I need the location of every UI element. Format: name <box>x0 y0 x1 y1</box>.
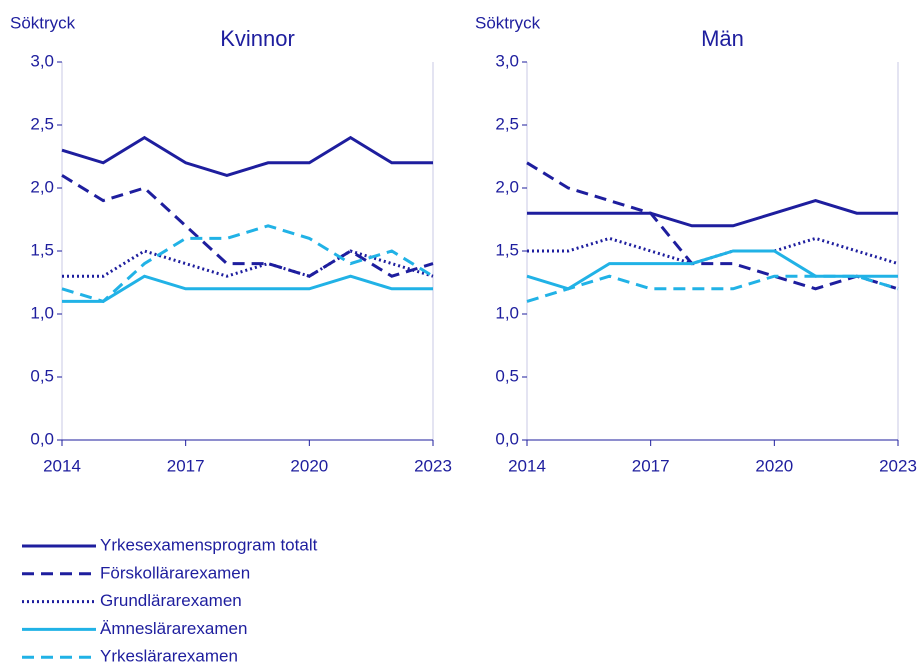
series-line <box>62 274 433 303</box>
y-tick-label: 1,5 <box>495 240 519 259</box>
y-axis-label: Söktryck <box>10 13 76 32</box>
y-tick-label: 0,5 <box>495 366 519 385</box>
y-tick-label: 2,5 <box>495 114 519 133</box>
legend-label: Grundlärarexamen <box>100 591 242 610</box>
x-tick-label: 2020 <box>755 456 793 475</box>
chart-title: Kvinnor <box>220 26 295 51</box>
series-line <box>526 161 899 291</box>
y-tick-label: 0,5 <box>30 366 54 385</box>
y-tick-label: 1,0 <box>495 303 519 322</box>
legend-label: Ämneslärarexamen <box>100 619 247 638</box>
series-line <box>61 135 433 177</box>
y-tick-label: 2,5 <box>30 114 54 133</box>
y-tick-label: 0,0 <box>495 429 519 448</box>
legend-label: Yrkeslärarexamen <box>100 647 238 665</box>
series-line <box>526 249 898 291</box>
series-line <box>61 174 434 278</box>
series-line <box>527 199 898 228</box>
x-tick-label: 2014 <box>43 456 81 475</box>
series-line <box>526 274 899 303</box>
y-tick-label: 2,0 <box>30 177 54 196</box>
x-tick-label: 2020 <box>290 456 328 475</box>
y-tick-label: 0,0 <box>30 429 54 448</box>
y-tick-label: 3,0 <box>495 51 519 70</box>
x-tick-label: 2023 <box>414 456 452 475</box>
chart-title: Män <box>701 26 744 51</box>
x-tick-label: 2017 <box>632 456 670 475</box>
legend-label: Yrkesexamensprogram totalt <box>100 535 318 554</box>
x-tick-label: 2017 <box>167 456 205 475</box>
series-line <box>527 236 899 266</box>
y-tick-label: 1,5 <box>30 240 54 259</box>
y-tick-label: 2,0 <box>495 177 519 196</box>
legend-label: Förskollärarexamen <box>100 563 250 582</box>
x-tick-label: 2023 <box>879 456 917 475</box>
y-tick-label: 3,0 <box>30 51 54 70</box>
y-axis-label: Söktryck <box>475 13 541 32</box>
x-tick-label: 2014 <box>508 456 546 475</box>
series-line <box>61 224 434 304</box>
y-tick-label: 1,0 <box>30 303 54 322</box>
